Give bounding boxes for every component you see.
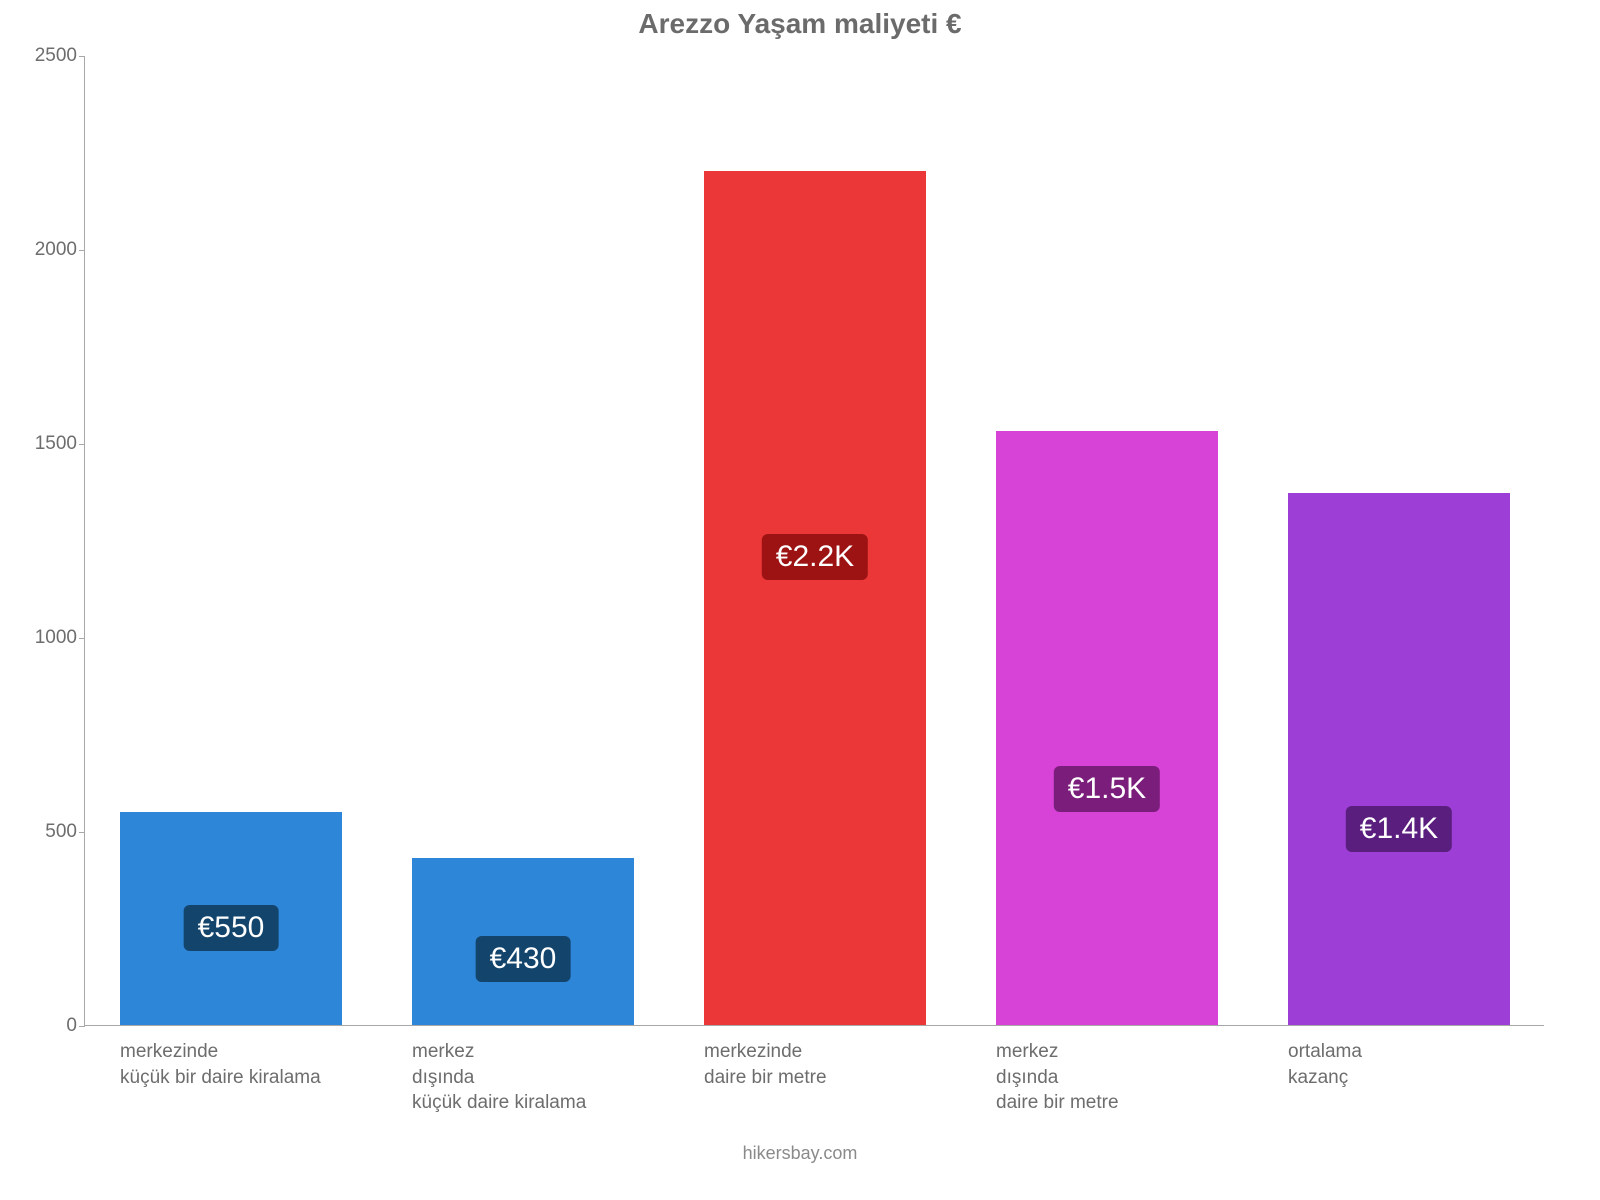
y-tick-mark — [79, 832, 85, 833]
y-tick-mark — [79, 444, 85, 445]
chart-footer: hikersbay.com — [0, 1143, 1600, 1164]
y-tick-mark — [79, 638, 85, 639]
y-tick-mark — [79, 56, 85, 57]
y-tick-mark — [79, 1026, 85, 1027]
value-badge: €1.4K — [1346, 806, 1452, 852]
value-badge: €1.5K — [1054, 766, 1160, 812]
value-badge: €2.2K — [762, 534, 868, 580]
y-tick-label: 2000 — [35, 239, 85, 261]
bar — [996, 431, 1218, 1025]
y-tick-label: 1500 — [35, 433, 85, 455]
value-badge: €550 — [184, 905, 279, 951]
x-category-label: merkez dışında daire bir metre — [996, 1025, 1218, 1116]
x-category-label: merkezinde küçük bir daire kiralama — [120, 1025, 342, 1090]
x-category-label: ortalama kazanç — [1288, 1025, 1510, 1090]
chart-container: Arezzo Yaşam maliyeti € 0500100015002000… — [0, 0, 1600, 1200]
y-tick-label: 2500 — [35, 45, 85, 67]
x-category-label: merkez dışında küçük daire kiralama — [412, 1025, 634, 1116]
value-badge: €430 — [476, 936, 571, 982]
bar — [704, 171, 926, 1025]
y-tick-mark — [79, 250, 85, 251]
plot-area: 05001000150020002500€550merkezinde küçük… — [84, 56, 1544, 1026]
y-tick-label: 1000 — [35, 627, 85, 649]
x-category-label: merkezinde daire bir metre — [704, 1025, 926, 1090]
bar — [1288, 493, 1510, 1025]
chart-title: Arezzo Yaşam maliyeti € — [0, 8, 1600, 40]
